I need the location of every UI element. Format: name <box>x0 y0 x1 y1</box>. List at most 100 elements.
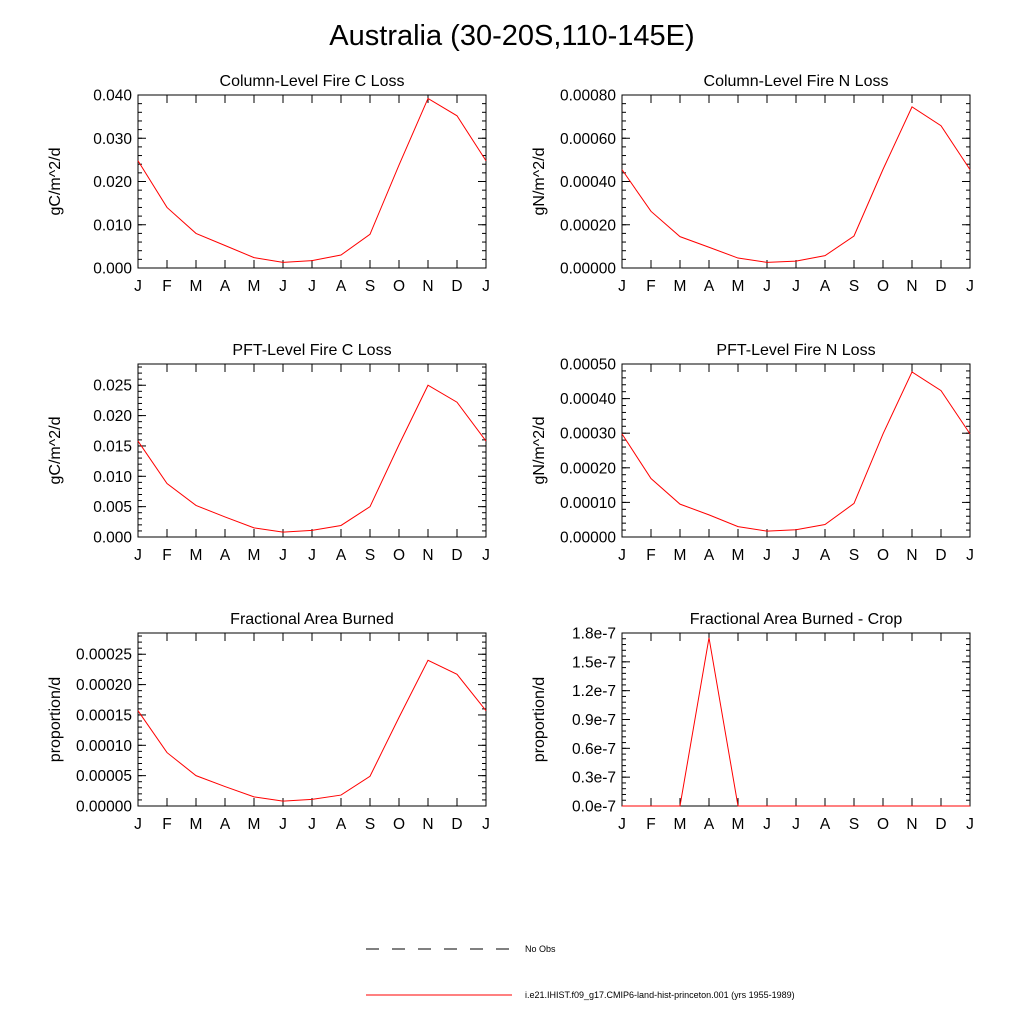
x-tick-label: S <box>365 547 375 564</box>
y-tick-label: 0.00015 <box>76 707 132 724</box>
series-line <box>621 371 971 532</box>
x-tick-label: J <box>482 816 490 833</box>
x-tick-label: J <box>279 547 287 564</box>
y-tick-label: 0.00025 <box>76 647 132 664</box>
x-tick-label: A <box>220 816 231 833</box>
x-tick-label: A <box>820 547 831 564</box>
x-tick-label: J <box>308 816 316 833</box>
x-tick-label: J <box>763 547 771 564</box>
y-tick-label: 0.00000 <box>560 261 616 278</box>
y-tick-label: 0.3e-7 <box>572 770 616 787</box>
y-tick-label: 0.030 <box>93 131 132 148</box>
x-tick-label: J <box>763 816 771 833</box>
x-tick-label: J <box>308 547 316 564</box>
x-tick-label: J <box>279 816 287 833</box>
x-tick-label: S <box>365 816 375 833</box>
x-tick-label: M <box>674 816 687 833</box>
x-tick-label: F <box>162 547 171 564</box>
x-tick-label: O <box>877 278 889 295</box>
y-tick-label: 0.00050 <box>560 357 616 374</box>
x-tick-label: O <box>393 816 405 833</box>
y-tick-label: 0.00010 <box>76 738 132 755</box>
x-tick-label: A <box>220 547 231 564</box>
y-axis-label: gC/m^2/d <box>47 417 64 485</box>
x-tick-label: A <box>336 547 347 564</box>
x-tick-label: N <box>906 547 917 564</box>
x-tick-label: N <box>906 278 917 295</box>
x-tick-label: F <box>646 547 655 564</box>
x-tick-label: F <box>162 816 171 833</box>
x-tick-label: F <box>162 278 171 295</box>
x-tick-label: J <box>134 278 142 295</box>
series-line <box>137 97 487 263</box>
x-tick-label: F <box>646 278 655 295</box>
y-tick-label: 0.020 <box>93 174 132 191</box>
chart-title: Column-Level Fire N Loss <box>704 73 889 90</box>
x-tick-label: J <box>482 278 490 295</box>
x-tick-label: S <box>849 278 859 295</box>
x-tick-label: O <box>393 547 405 564</box>
plot-frame <box>137 632 487 807</box>
x-tick-label: O <box>877 547 889 564</box>
x-tick-label: M <box>190 547 203 564</box>
y-axis-label: gN/m^2/d <box>531 148 548 216</box>
x-tick-label: M <box>732 278 745 295</box>
x-tick-label: O <box>393 278 405 295</box>
x-tick-label: O <box>877 816 889 833</box>
x-tick-label: J <box>134 816 142 833</box>
x-tick-label: D <box>935 547 946 564</box>
y-tick-label: 0.00020 <box>560 460 616 477</box>
x-tick-label: A <box>704 547 715 564</box>
x-tick-label: A <box>336 278 347 295</box>
series-line <box>137 384 487 533</box>
y-tick-label: 0.9e-7 <box>572 712 616 729</box>
y-tick-label: 0.000 <box>93 530 132 547</box>
y-tick-label: 0.00060 <box>560 131 616 148</box>
x-tick-label: J <box>618 816 626 833</box>
x-tick-label: N <box>422 278 433 295</box>
y-tick-label: 0.000 <box>93 261 132 278</box>
x-tick-label: M <box>674 278 687 295</box>
legend: No Obs i.e21.IHIST.f09_g17.CMIP6-land-hi… <box>366 944 795 1000</box>
x-tick-label: D <box>935 278 946 295</box>
series-line <box>621 106 971 263</box>
y-tick-label: 0.00030 <box>560 426 616 443</box>
y-axis-label: gC/m^2/d <box>47 148 64 216</box>
x-tick-label: M <box>190 278 203 295</box>
chart-title: Fractional Area Burned - Crop <box>690 611 903 628</box>
x-tick-label: M <box>248 547 261 564</box>
legend-label-no-obs: No Obs <box>525 944 556 954</box>
x-tick-label: J <box>618 278 626 295</box>
y-tick-label: 0.020 <box>93 408 132 425</box>
y-tick-label: 1.8e-7 <box>572 626 616 643</box>
x-tick-label: D <box>451 278 462 295</box>
plot-frame <box>621 94 971 269</box>
x-tick-label: D <box>451 547 462 564</box>
y-tick-label: 0.00020 <box>560 217 616 234</box>
x-tick-label: A <box>704 816 715 833</box>
y-axis-label: gN/m^2/d <box>531 417 548 485</box>
x-tick-label: J <box>792 547 800 564</box>
chart-title: Column-Level Fire C Loss <box>220 73 405 90</box>
y-tick-label: 0.00040 <box>560 391 616 408</box>
y-tick-label: 0.040 <box>93 88 132 105</box>
y-tick-label: 0.010 <box>93 469 132 486</box>
plot-frame <box>137 363 487 538</box>
y-tick-label: 1.5e-7 <box>572 654 616 671</box>
x-tick-label: S <box>849 547 859 564</box>
x-tick-label: J <box>966 547 974 564</box>
x-tick-label: J <box>134 547 142 564</box>
x-tick-label: A <box>704 278 715 295</box>
x-tick-label: J <box>763 278 771 295</box>
legend-label-model: i.e21.IHIST.f09_g17.CMIP6-land-hist-prin… <box>525 990 795 1000</box>
x-tick-label: M <box>732 547 745 564</box>
x-tick-label: A <box>820 278 831 295</box>
x-tick-label: J <box>792 816 800 833</box>
y-axis-label: proportion/d <box>47 677 64 762</box>
x-tick-label: J <box>792 278 800 295</box>
chart-title: Fractional Area Burned <box>230 611 394 628</box>
